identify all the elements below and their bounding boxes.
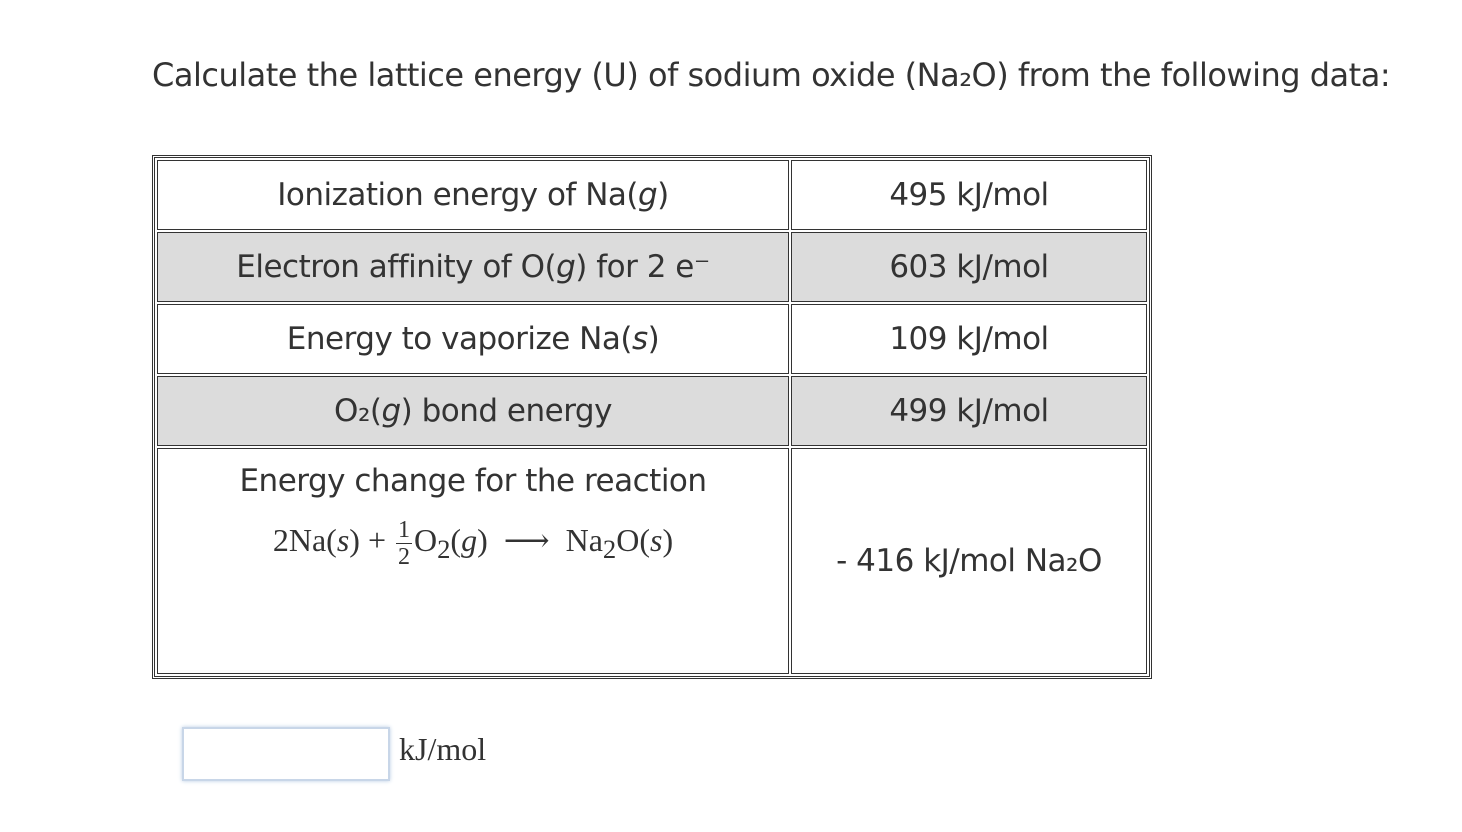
row: Electron affinity of O(g) for 2 e⁻ 603 k… — [157, 232, 1147, 302]
text: Ionization energy of Na( — [277, 177, 638, 213]
answer-unit: kJ/mol — [399, 731, 487, 767]
value-cell: 603 kJ/mol — [791, 232, 1147, 302]
label-cell: O₂(g) bond energy — [157, 376, 789, 446]
text: g — [637, 177, 658, 213]
text: s — [631, 321, 648, 357]
eq-sub: 2 — [602, 534, 617, 565]
equation: 2Na(s) + 1 2 O2(g) ⟶ Na2O(s) — [158, 517, 788, 570]
denominator: 2 — [397, 544, 410, 570]
value-cell: 495 kJ/mol — [791, 160, 1147, 230]
eq-text: ( — [450, 521, 462, 558]
eq-text: ) — [662, 521, 674, 558]
eq-text: Na — [565, 521, 603, 558]
answer-input[interactable] — [182, 727, 390, 781]
row: Energy to vaporize Na(s) 109 kJ/mol — [157, 304, 1147, 374]
text: Energy change for the reaction — [239, 463, 707, 499]
text: O₂( — [334, 393, 382, 429]
text: ) — [657, 177, 669, 213]
label-cell: Energy to vaporize Na(s) — [157, 304, 789, 374]
row: O₂(g) bond energy 499 kJ/mol — [157, 376, 1147, 446]
text: Energy to vaporize Na( — [286, 321, 633, 357]
eq-text: s — [650, 521, 663, 558]
eq-sub: 2 — [437, 534, 451, 565]
eq-text: s — [336, 521, 350, 558]
text: ) for 2 e⁻ — [575, 249, 710, 285]
eq-text: ) + — [349, 521, 394, 558]
text: g — [381, 393, 401, 429]
text: ) bond energy — [400, 393, 613, 429]
eq-text: 2Na( — [272, 521, 337, 558]
row: Ionization energy of Na(g) 495 kJ/mol — [157, 160, 1147, 230]
label-cell: Energy change for the reaction 2Na(s) + … — [157, 448, 789, 674]
eq-text: g — [461, 521, 478, 558]
text: g — [556, 249, 576, 285]
label-cell: Electron affinity of O(g) for 2 e⁻ — [157, 232, 789, 302]
eq-text: O — [413, 521, 438, 558]
text: Electron affinity of O( — [236, 249, 557, 285]
value-cell: 109 kJ/mol — [791, 304, 1147, 374]
eq-text: O( — [616, 521, 651, 558]
row: Energy change for the reaction 2Na(s) + … — [157, 448, 1147, 674]
text: ) — [647, 321, 660, 357]
value-cell: - 416 kJ/mol Na₂O — [791, 448, 1147, 674]
value-cell: 499 kJ/mol — [791, 376, 1147, 446]
question-title: Calculate the lattice energy (U) of sodi… — [152, 56, 1391, 94]
eq-text: ) — [477, 521, 488, 558]
arrow: ⟶ — [503, 521, 550, 558]
label-cell: Ionization energy of Na(g) — [157, 160, 789, 230]
numerator: 1 — [395, 517, 412, 544]
data-table: Ionization energy of Na(g) 495 kJ/mol El… — [152, 155, 1152, 679]
